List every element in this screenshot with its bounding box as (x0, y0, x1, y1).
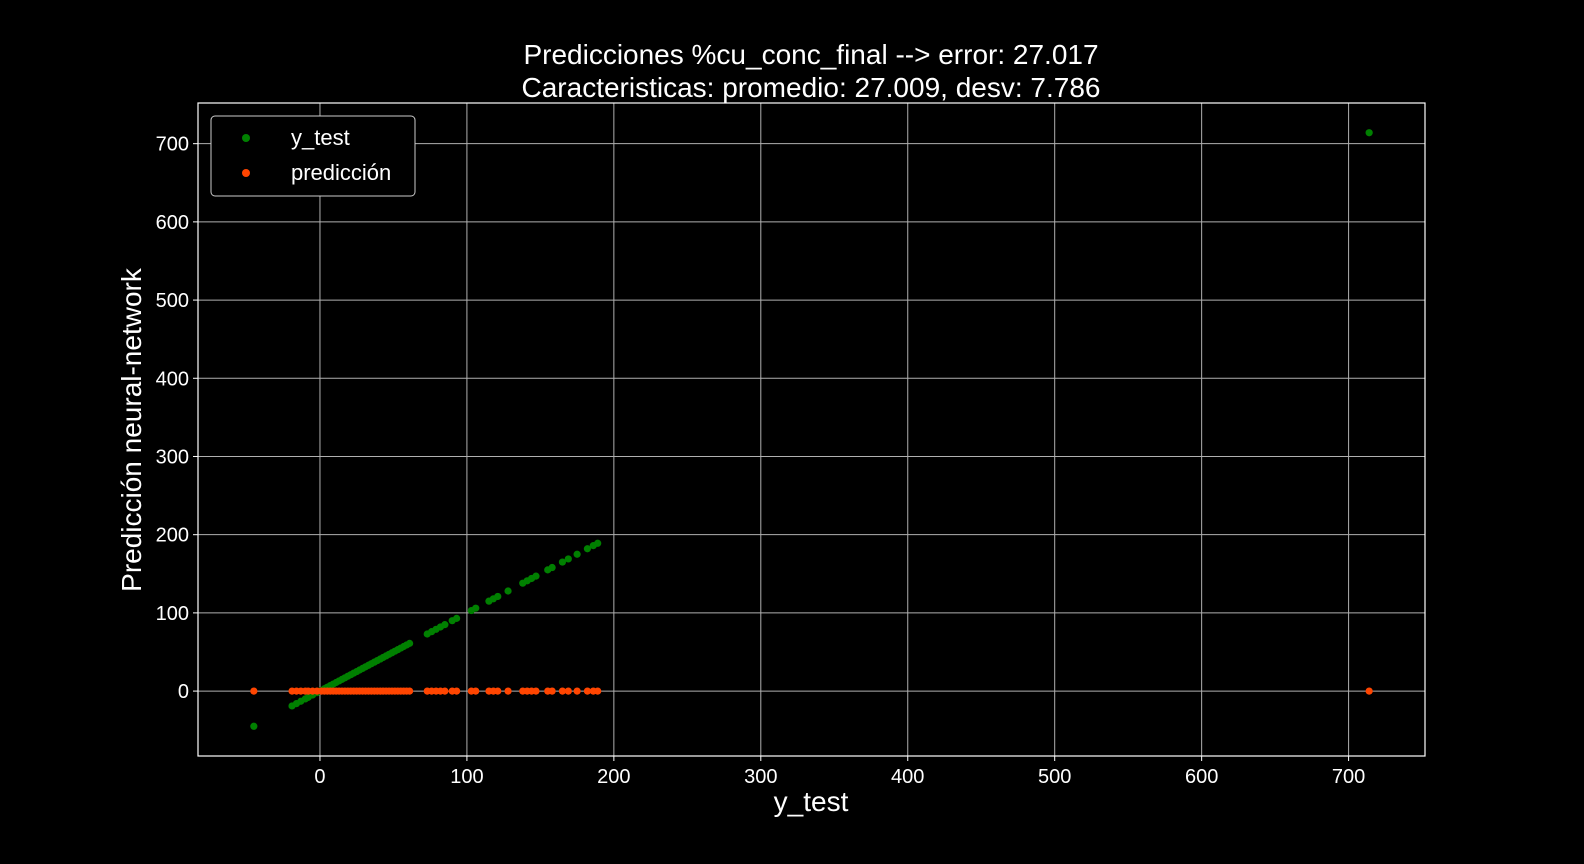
legend-label-prediccion: predicción (291, 160, 391, 185)
data-point (548, 687, 556, 695)
data-point (532, 572, 540, 580)
legend-label-y-test: y_test (291, 125, 350, 150)
y-tick-label: 100 (156, 603, 189, 625)
data-point (250, 687, 258, 695)
legend-box (210, 115, 416, 197)
data-point (594, 687, 602, 695)
y-tick-label: 200 (156, 525, 189, 547)
data-point (494, 592, 502, 601)
data-point (583, 545, 592, 553)
data-points (250, 129, 1373, 730)
data-point (558, 687, 567, 695)
series-prediccion (250, 687, 1373, 695)
data-point (1365, 129, 1373, 137)
x-tick-label: 400 (891, 766, 924, 788)
data-point (504, 687, 512, 695)
data-point (1365, 687, 1373, 695)
data-point (453, 614, 461, 622)
data-point (564, 555, 572, 563)
data-point (453, 687, 461, 695)
legend-marker-y-test (242, 134, 250, 142)
x-axis-ticks: 0 100 200 300 400 500 600 700 (314, 756, 1365, 788)
x-tick-label: 200 (597, 766, 630, 788)
y-tick-label: 700 (156, 134, 189, 156)
x-tick-label: 300 (744, 766, 777, 788)
data-point (406, 687, 414, 695)
legend-marker-prediccion (242, 169, 250, 177)
data-point (583, 687, 592, 695)
legend: y_test predicción (210, 115, 416, 197)
x-tick-label: 700 (1332, 766, 1365, 788)
data-point (573, 687, 581, 695)
y-tick-label: 0 (178, 681, 189, 703)
data-point (558, 558, 567, 566)
data-point (573, 550, 581, 558)
data-point (250, 722, 258, 730)
chart-subtitle: Caracteristicas: promedio: 27.009, desv:… (522, 72, 1101, 103)
data-point (548, 563, 556, 572)
y-tick-label: 300 (156, 446, 189, 468)
series-y-test (250, 129, 1373, 730)
data-point (441, 621, 449, 629)
x-tick-label: 600 (1185, 766, 1218, 788)
y-axis-ticks: 0 100 200 300 400 500 600 700 (156, 134, 198, 703)
data-point (441, 687, 449, 695)
x-tick-label: 0 (314, 766, 325, 788)
data-point (472, 604, 480, 612)
data-point (564, 687, 572, 695)
y-tick-label: 400 (156, 368, 189, 390)
y-tick-label: 500 (156, 290, 189, 312)
data-point (594, 539, 602, 547)
x-axis-label: y_test (774, 786, 849, 817)
x-tick-label: 500 (1038, 766, 1071, 788)
x-tick-label: 100 (450, 766, 483, 788)
data-point (532, 687, 540, 695)
chart-title: Predicciones %cu_conc_final --> error: 2… (523, 39, 1098, 70)
grid-lines (198, 103, 1425, 756)
y-tick-label: 600 (156, 212, 189, 234)
y-axis-label: Predicción neural-network (116, 267, 147, 592)
data-point (504, 587, 512, 595)
data-point (494, 687, 502, 695)
data-point (472, 687, 480, 695)
plot-frame (197, 102, 1426, 757)
data-point (406, 639, 414, 647)
